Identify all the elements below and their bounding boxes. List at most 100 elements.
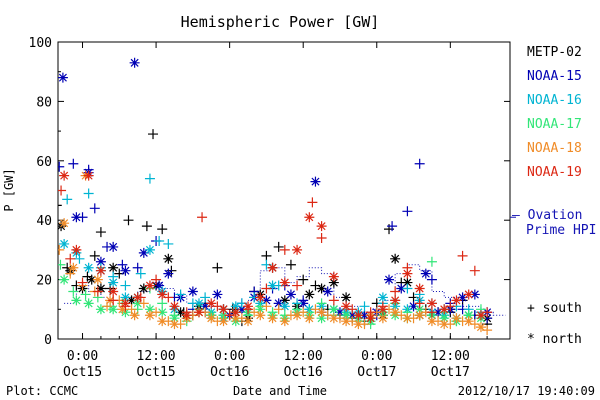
metp-02-north-point <box>95 283 106 294</box>
noaa-18-north-point <box>304 313 315 324</box>
noaa-16-north-point <box>267 280 278 291</box>
noaa-15-south-point <box>387 221 398 232</box>
noaa-19-north-point <box>267 262 278 273</box>
x-tick-date: Oct15 <box>63 365 102 380</box>
noaa-19-north-point <box>316 221 327 232</box>
noaa-19-north-point <box>451 295 462 306</box>
noaa-19-south-point <box>414 298 425 309</box>
x-tick-date: Oct16 <box>210 365 249 380</box>
noaa-19-south-point <box>328 295 339 306</box>
noaa-18-north-point <box>68 262 79 273</box>
noaa-18-north-point <box>451 313 462 324</box>
noaa-18-north-point <box>463 316 474 327</box>
y-tick-label: 80 <box>36 95 52 110</box>
noaa-18-north-point <box>157 316 168 327</box>
noaa-18-north-point <box>92 274 103 285</box>
noaa-15-south-point <box>414 158 425 169</box>
noaa-17-north-point <box>255 304 266 315</box>
noaa-15-north-point <box>396 283 407 294</box>
noaa-19-north-point <box>402 268 413 279</box>
noaa-15-north-point <box>154 280 165 291</box>
noaa-16-south-point <box>83 188 94 199</box>
noaa-16-south-point <box>175 289 186 300</box>
metp-02-south-point <box>58 204 62 206</box>
plot-clip-group <box>58 57 506 336</box>
ovation-legend-line1: — Ovation <box>512 208 582 223</box>
noaa-16-south-point <box>144 173 155 184</box>
metp-02-south-point <box>285 259 296 270</box>
noaa-19-north-point <box>292 244 303 255</box>
noaa-17-south-point <box>157 298 168 309</box>
metp-02-north-point <box>279 295 290 306</box>
noaa-18-north-point <box>414 310 425 321</box>
noaa-19-north-point <box>71 244 82 255</box>
noaa-16-north-point <box>83 262 94 273</box>
noaa-15-north-point <box>212 289 223 300</box>
noaa-18-north-point <box>144 310 155 321</box>
noaa-17-north-point <box>169 313 180 324</box>
noaa-19-south-point <box>58 185 67 196</box>
noaa-19-north-point <box>59 170 70 181</box>
noaa-19-north-point <box>157 289 168 300</box>
noaa-18-north-point <box>353 319 364 330</box>
metp-02-south-point <box>157 224 168 235</box>
noaa-15-north-point <box>58 72 68 83</box>
noaa-15-north-point <box>298 298 309 309</box>
y-tick-label: 0 <box>44 333 52 348</box>
noaa-16-north-point <box>144 244 155 255</box>
noaa-18-north-point <box>129 310 140 321</box>
noaa-16-south-point <box>154 235 165 246</box>
metp-02-north-point <box>402 277 413 288</box>
noaa-19-north-point <box>132 292 143 303</box>
noaa-15-south-point <box>426 274 437 285</box>
noaa-16-south-point <box>359 301 370 312</box>
y-tick-label: 100 <box>29 36 52 51</box>
legend-noaa-16: NOAA-16 <box>527 93 582 108</box>
legend-noaa-15: NOAA-15 <box>527 69 582 84</box>
metp-02-north-point <box>316 283 327 294</box>
y-tick-label: 60 <box>36 155 52 170</box>
noaa-15-south-point <box>132 262 143 273</box>
ovation-legend-line2: Prime HPI <box>526 223 596 238</box>
x-tick-time: 12:00 <box>284 349 323 364</box>
noaa-18-north-point <box>292 310 303 321</box>
y-tick-label: 40 <box>36 214 52 229</box>
noaa-15-north-point <box>359 310 370 321</box>
noaa-18-north-point <box>475 322 486 333</box>
metp-02-north-point <box>126 295 137 306</box>
noaa-15-south-point <box>89 203 100 214</box>
noaa-19-north-point <box>255 292 266 303</box>
noaa-19-south-point <box>307 197 318 208</box>
legend-noaa-19: NOAA-19 <box>527 165 582 180</box>
noaa-19-north-point <box>144 280 155 291</box>
noaa-17-north-point <box>157 307 168 318</box>
x-tick-time: 12:00 <box>431 349 470 364</box>
noaa-17-north-point <box>218 310 229 321</box>
noaa-15-north-point <box>163 268 174 279</box>
noaa-19-south-point <box>261 283 272 294</box>
noaa-15-north-point <box>469 289 480 300</box>
legend-noaa-17: NOAA-17 <box>527 117 582 132</box>
noaa-18-north-point <box>279 316 290 327</box>
legend: METP-02 NOAA-15 NOAA-16 NOAA-17 NOAA-18 NOAA-… <box>510 45 582 218</box>
noaa-18-north-point <box>439 319 450 330</box>
noaa-15-north-point <box>71 212 82 223</box>
noaa-17-north-point <box>463 310 474 321</box>
x-tick-date: Oct17 <box>357 365 396 380</box>
noaa-15-north-point <box>310 176 321 187</box>
noaa-17-north-point <box>83 298 94 309</box>
legend-noaa-18: NOAA-18 <box>527 141 582 156</box>
noaa-19-north-point <box>304 212 315 223</box>
noaa-16-south-point <box>135 268 146 279</box>
noaa-15-north-point <box>95 256 106 267</box>
noaa-16-north-point <box>230 301 241 312</box>
metp-02-north-point <box>108 262 119 273</box>
noaa-15-north-point <box>420 268 431 279</box>
noaa-18-north-point <box>59 218 70 229</box>
noaa-15-south-point <box>68 158 79 169</box>
noaa-17-south-point <box>68 286 79 297</box>
noaa-19-north-point <box>218 304 229 315</box>
noaa-19-north-point <box>328 271 339 282</box>
noaa-19-south-point <box>151 274 162 285</box>
